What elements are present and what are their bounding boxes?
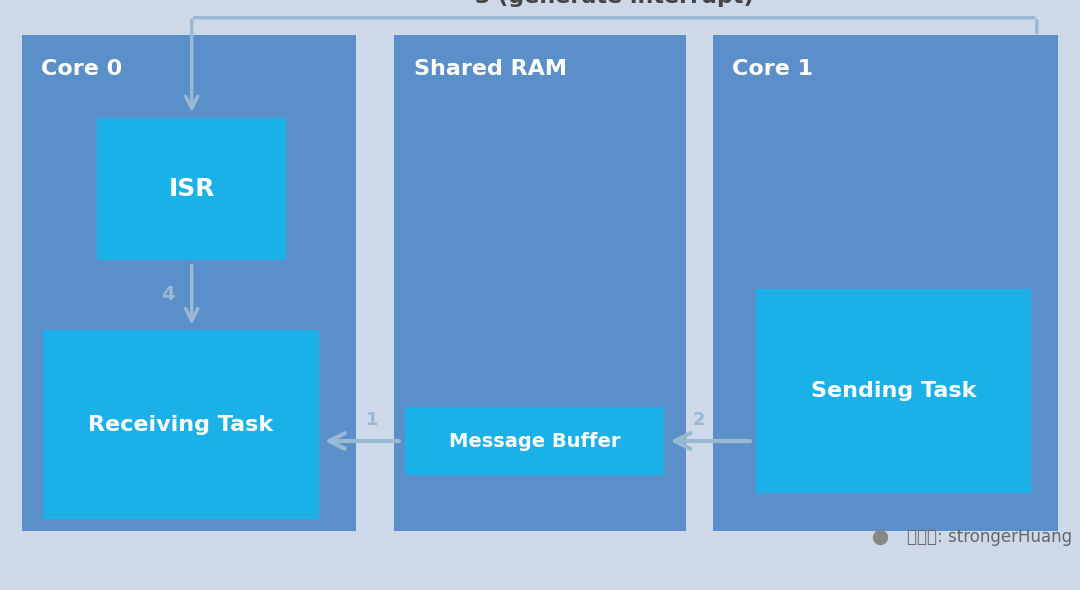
- Text: Sending Task: Sending Task: [811, 381, 976, 401]
- Text: 2: 2: [693, 411, 705, 430]
- Bar: [22, 35, 356, 531]
- Text: Message Buffer: Message Buffer: [449, 431, 620, 451]
- Text: ISR: ISR: [168, 177, 215, 201]
- Text: 3 (generate interrupt): 3 (generate interrupt): [475, 0, 754, 7]
- Bar: [405, 407, 664, 475]
- Text: Core 0: Core 0: [41, 59, 122, 79]
- Bar: [97, 118, 286, 260]
- Text: 微信号: strongerHuang: 微信号: strongerHuang: [907, 528, 1072, 546]
- Bar: [756, 289, 1031, 493]
- Text: 1: 1: [366, 411, 379, 430]
- Bar: [713, 35, 1058, 531]
- Bar: [394, 35, 686, 531]
- Text: 4: 4: [161, 286, 175, 304]
- Bar: [43, 330, 319, 519]
- Text: Shared RAM: Shared RAM: [414, 59, 567, 79]
- Text: Receiving Task: Receiving Task: [89, 415, 273, 435]
- Text: Core 1: Core 1: [732, 59, 813, 79]
